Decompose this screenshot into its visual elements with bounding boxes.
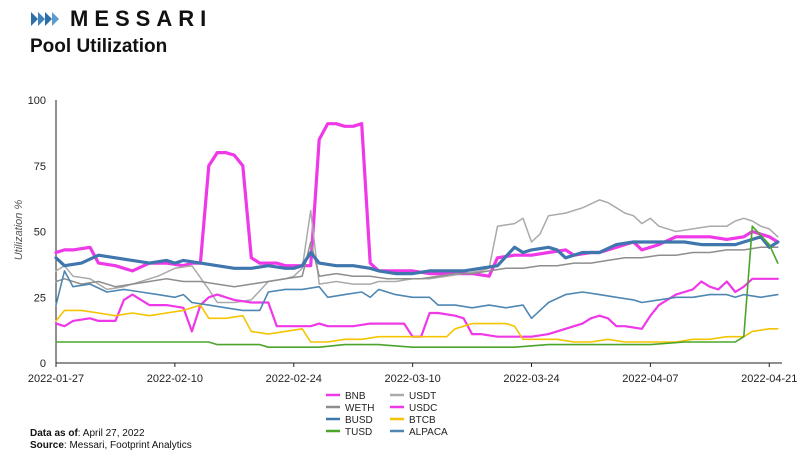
source-label: Source xyxy=(30,440,64,451)
source-note: Source: Messari, Footprint Analytics xyxy=(30,440,192,451)
brand: MESSARI xyxy=(30,6,212,32)
x-tick-label: 2022-01-27 xyxy=(28,373,84,385)
source-value: : Messari, Footprint Analytics xyxy=(63,440,192,451)
series-line-alpaca xyxy=(55,270,779,320)
messari-logo-icon xyxy=(31,12,59,26)
x-tick-label: 2022-04-21 xyxy=(741,373,797,385)
x-tick-label: 2022-02-24 xyxy=(266,373,322,385)
data-as-of-value: : April 27, 2022 xyxy=(77,428,145,439)
x-tick-label: 2022-03-24 xyxy=(503,373,559,385)
y-tick-label: 0 xyxy=(40,358,46,370)
y-tick-label: 75 xyxy=(34,161,46,173)
series-line-usdt xyxy=(55,199,779,304)
series-line-btcb xyxy=(55,304,779,343)
legend-label-usdt: USDT xyxy=(409,391,436,402)
legend-label-alpaca: ALPACA xyxy=(409,427,448,438)
chart-title: Pool Utilization xyxy=(30,36,168,57)
series-line-bnb xyxy=(54,122,780,278)
x-tick-label: 2022-03-10 xyxy=(384,373,440,385)
series-line-weth xyxy=(55,241,779,288)
legend-label-usdc: USDC xyxy=(409,403,437,414)
data-as-of-label: Data as of xyxy=(30,428,78,439)
data-as-of-note: Data as of: April 27, 2022 xyxy=(30,428,145,439)
legend-label-busd: BUSD xyxy=(345,415,373,426)
x-tick-label: 2022-04-07 xyxy=(622,373,678,385)
y-tick-label: 25 xyxy=(34,292,46,304)
legend-label-weth: WETH xyxy=(345,403,374,414)
legend-label-bnb: BNB xyxy=(345,391,366,402)
y-tick-label: 50 xyxy=(34,227,46,239)
brand-name: MESSARI xyxy=(70,6,213,31)
legend-label-tusd: TUSD xyxy=(345,427,372,438)
y-axis-label: Utilization % xyxy=(13,200,25,261)
legend-label-btcb: BTCB xyxy=(409,415,436,426)
x-tick-label: 2022-02-10 xyxy=(147,373,203,385)
y-tick-label: 100 xyxy=(28,95,46,107)
series-line-tusd xyxy=(55,225,779,349)
series-line-usdc xyxy=(54,277,779,338)
series-line-busd xyxy=(54,235,780,276)
